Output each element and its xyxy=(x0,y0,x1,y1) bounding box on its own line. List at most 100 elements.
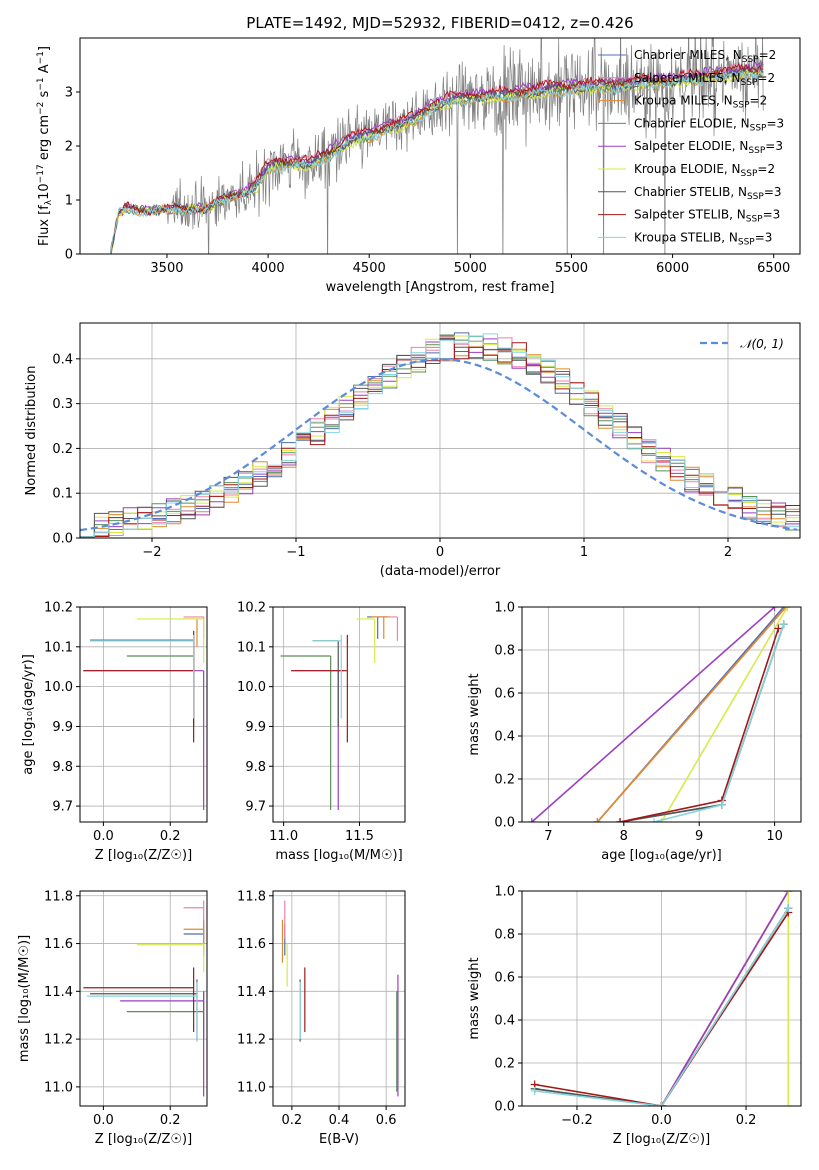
x-tick-label: 0.2 xyxy=(736,1113,757,1128)
x-tick-label: 5500 xyxy=(555,261,588,276)
legend-entry: Salpeter MILES, NSSP=2 xyxy=(634,71,775,88)
model-spectrum xyxy=(110,70,764,254)
plot-area xyxy=(280,616,399,811)
y-tick-label: 1.0 xyxy=(494,601,515,616)
y-axis-label-part: Flux [f xyxy=(37,205,52,246)
x-tick-label: 2 xyxy=(724,545,732,560)
mass_vs_Z-panel: 0.0 0.2 11.0 11.2 11.4 11.6 11.8 Z [log₁₀(Z/Z☉)… xyxy=(17,889,208,1147)
y-tick-label: 11.4 xyxy=(237,985,266,1000)
mass-weight-point xyxy=(779,620,788,629)
axes-frame xyxy=(79,37,801,255)
y-tick-label: 1.0 xyxy=(494,885,515,900)
legend-sub: SSP xyxy=(733,101,750,111)
y-tick-label: 11.0 xyxy=(44,1080,73,1095)
y-tick-label: 0.4 xyxy=(52,352,73,367)
plot-area xyxy=(527,607,792,822)
x-tick-label: 10 xyxy=(766,829,783,844)
legend-label: Salpeter MILES, N xyxy=(634,71,741,85)
age_vs_Z-panel: 0.0 0.2 9.7 9.8 9.9 10.0 10.1 10.2 Z [log₁₀(Z/Z☉… xyxy=(21,601,208,863)
x-tick-label: 11.5 xyxy=(345,829,374,844)
legend-label: Salpeter ELODIE, N xyxy=(634,139,748,153)
age_vs_mass-panel: 11.0 11.5 9.7 9.8 9.9 10.0 10.1 10.2 mass [log₁₀… xyxy=(237,601,406,863)
y-tick-label: 0.6 xyxy=(494,687,515,702)
legend-value: =3 xyxy=(764,185,782,199)
legend-entry: Chabrier MILES, NSSP=2 xyxy=(634,48,776,65)
y-tick-label: 0.2 xyxy=(494,773,515,788)
y-tick-label: 10.0 xyxy=(44,680,73,695)
y-axis-label-part: −2 xyxy=(36,102,46,115)
legend-entry: Chabrier STELIB, NSSP=3 xyxy=(634,185,782,202)
legend-value: =3 xyxy=(755,230,773,244)
legend-sub: SSP xyxy=(747,192,764,202)
y-axis-label-part: −1 xyxy=(36,51,46,64)
y-tick-label: 0.8 xyxy=(494,644,515,659)
y-tick-label: 0.0 xyxy=(52,532,73,547)
mass_vs_ebv-panel: 0.2 0.4 0.6 11.0 11.2 11.4 11.6 11.8 E(B-V) xyxy=(237,889,406,1147)
y-axis-label-part: s xyxy=(37,90,52,101)
mass-weight-point xyxy=(657,1102,666,1106)
x-axis-label: Z [log₁₀(Z/Z☉)] xyxy=(95,848,192,863)
x-axis-label: Z [log₁₀(Z/Z☉)] xyxy=(613,1132,710,1147)
legend-value: =2 xyxy=(757,162,775,176)
y-tick-label: 0.2 xyxy=(494,1057,515,1072)
legend-value: =3 xyxy=(765,139,783,153)
y-tick-label: 9.7 xyxy=(52,800,73,815)
y-tick-label: 0.8 xyxy=(494,928,515,943)
plot-area xyxy=(83,900,205,1097)
legend-entry: Chabrier ELODIE, NSSP=3 xyxy=(634,116,784,133)
x-axis-label: mass [log₁₀(M/M☉)] xyxy=(275,848,402,863)
legend-sub: SSP xyxy=(746,215,763,225)
y-axis-label: mass weight xyxy=(467,673,482,755)
y-axis-label: Normed distribution xyxy=(24,366,39,496)
x-tick-label: 0.2 xyxy=(282,1113,303,1128)
y-tick-label: 10.1 xyxy=(44,640,73,655)
x-axis-label: E(B-V) xyxy=(319,1132,359,1147)
y-tick-label: 0 xyxy=(65,248,73,263)
y-axis-label-part: A xyxy=(37,64,52,77)
mass-weight-point xyxy=(784,891,793,895)
y-axis-label: Flux [fλ10−17 erg cm−2 s−1 A−1] xyxy=(36,46,54,246)
y-axis-label-part: −1 xyxy=(36,77,46,90)
y-tick-label: 1 xyxy=(65,194,73,209)
y-tick-label: 11.6 xyxy=(237,937,266,952)
residuals-panel: −2 −1 0 1 2 0.0 0.1 0.2 0.3 0.4 (data-model)/error… xyxy=(24,322,801,579)
y-tick-label: 11.8 xyxy=(237,889,266,904)
y-tick-label: 10.1 xyxy=(237,640,266,655)
y-tick-label: 9.8 xyxy=(52,760,73,775)
plot-area xyxy=(80,332,800,538)
axes-frame xyxy=(521,606,802,823)
x-tick-label: 4000 xyxy=(252,261,285,276)
x-tick-label: 3500 xyxy=(150,261,183,276)
legend-value: =2 xyxy=(759,48,777,62)
mass-weight-line xyxy=(534,912,789,1106)
x-tick-label: −1 xyxy=(286,545,305,560)
x-tick-label: 8 xyxy=(620,829,628,844)
y-axis-label: mass weight xyxy=(467,957,482,1039)
legend-value: =3 xyxy=(766,116,784,130)
residual-histogram xyxy=(80,333,800,538)
figure-title: PLATE=1492, MJD=52932, FIBERID=0412, z=0… xyxy=(246,14,633,32)
y-tick-label: 10.2 xyxy=(44,601,73,616)
x-tick-label: 11.0 xyxy=(269,829,298,844)
y-tick-label: 11.4 xyxy=(44,985,73,1000)
y-tick-label: 0.0 xyxy=(494,1100,515,1115)
y-axis-label-part: λ xyxy=(44,199,54,205)
x-tick-label: 0 xyxy=(436,545,444,560)
legend-sub: SSP xyxy=(738,237,755,247)
axes-frame xyxy=(79,606,208,823)
legend-sub: SSP xyxy=(748,146,765,156)
y-tick-label: 9.9 xyxy=(245,720,266,735)
mw_vs_age-panel: 7 8 9 10 0.0 0.2 0.4 0.6 0.8 1.0 age [log₁₀(age/yr… xyxy=(467,601,802,863)
y-tick-label: 0.1 xyxy=(52,487,73,502)
legend-value: =3 xyxy=(763,208,781,222)
normal-curve xyxy=(80,358,798,532)
x-tick-label: 4500 xyxy=(353,261,386,276)
x-tick-label: −0.2 xyxy=(561,1113,593,1128)
y-axis-label-part: ] xyxy=(37,46,52,51)
plot-area xyxy=(109,38,764,254)
axes-frame xyxy=(79,322,801,539)
y-tick-label: 2 xyxy=(65,140,73,155)
y-tick-label: 11.0 xyxy=(237,1080,266,1095)
mass-weight-point xyxy=(717,800,726,809)
mass-weight-point xyxy=(784,904,793,913)
